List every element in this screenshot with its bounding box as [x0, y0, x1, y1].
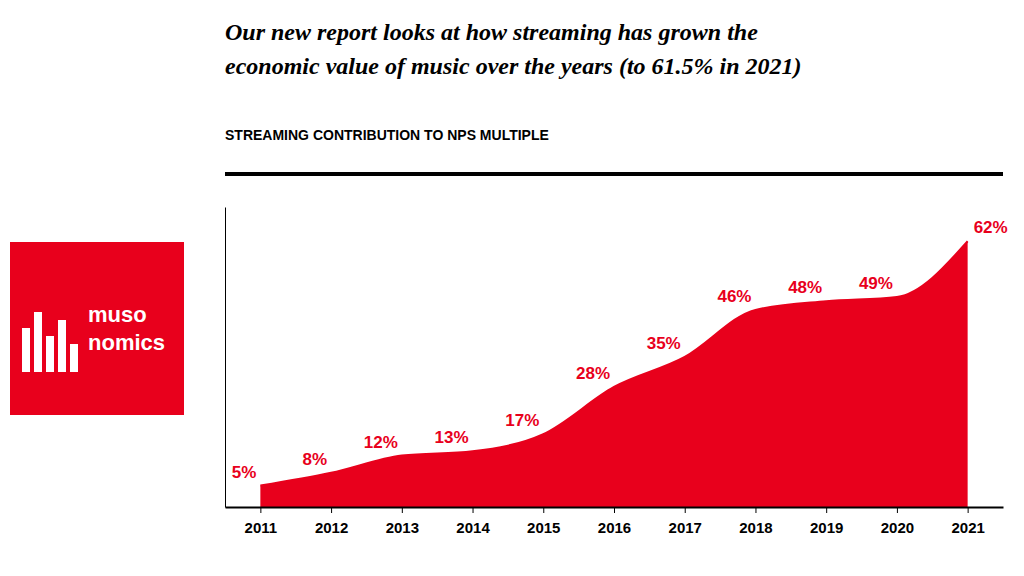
x-tick: 2015 — [527, 507, 560, 536]
x-tick: 2016 — [598, 507, 631, 536]
x-tick-mark — [968, 507, 969, 513]
area — [260, 241, 967, 507]
line — [260, 241, 967, 485]
x-tick-label: 2011 — [245, 519, 278, 536]
x-tick-label: 2017 — [669, 519, 702, 536]
title: Our new report looks at how streaming ha… — [225, 19, 758, 45]
x-tick: 2017 — [669, 507, 702, 536]
x-tick: 2019 — [810, 507, 843, 536]
x-tick-label: 2014 — [456, 519, 490, 536]
subtitle-rule — [225, 172, 1003, 176]
data-label: 35% — [647, 334, 681, 353]
x-tick: 2018 — [739, 507, 772, 536]
x-tick-label: 2021 — [951, 519, 984, 536]
x-tick-label: 2013 — [386, 519, 419, 536]
y-axis — [225, 208, 226, 508]
x-tick-mark — [897, 507, 898, 513]
x-tick-label: 2012 — [315, 519, 348, 536]
plot-area — [260, 241, 967, 507]
data-label: 62% — [974, 218, 1008, 237]
data-label: 49% — [859, 274, 893, 293]
data-label: 48% — [788, 278, 822, 297]
data-label: 5% — [232, 463, 257, 482]
title: economic value of music over the years (… — [225, 53, 802, 79]
data-label: 12% — [364, 433, 398, 452]
x-axis: 2011 2012 2013 2014 2015 2016 2017 2018 2019 2020… — [226, 507, 1004, 536]
logo-bar — [58, 320, 66, 372]
data-label: 8% — [303, 450, 328, 469]
logo-text: nomics — [88, 330, 165, 355]
logo: muso nomics — [10, 242, 184, 415]
x-tick-mark — [685, 507, 686, 513]
x-tick-mark — [331, 507, 332, 513]
x-tick: 2020 — [881, 507, 914, 536]
x-tick: 2011 — [245, 507, 278, 536]
data-labels: 5% 8% 12% 13% 17% 28% 35% 46% 48% 49% 62% — [232, 218, 1008, 481]
x-tick-label: 2015 — [527, 519, 560, 536]
data-label: 28% — [576, 364, 610, 383]
x-tick-mark — [473, 507, 474, 513]
logo-background — [10, 242, 184, 415]
logo-bar — [70, 344, 78, 372]
x-tick: 2013 — [386, 507, 419, 536]
title-group: Our new report looks at how streaming ha… — [225, 19, 802, 79]
logo-bar — [22, 328, 30, 372]
x-tick-mark — [543, 507, 544, 513]
x-tick-label: 2016 — [598, 519, 631, 536]
x-tick: 2014 — [456, 507, 490, 536]
x-tick-label: 2018 — [739, 519, 772, 536]
logo-bar — [46, 336, 54, 372]
y-axis-line — [225, 208, 226, 508]
chart: Our new report looks at how streaming ha… — [0, 0, 1024, 576]
logo-text: muso — [88, 302, 147, 327]
x-tick-mark — [260, 507, 261, 513]
x-tick-label: 2019 — [810, 519, 843, 536]
x-tick: 2012 — [315, 507, 348, 536]
x-tick-mark — [826, 507, 827, 513]
data-label: 13% — [435, 428, 469, 447]
data-label: 17% — [505, 411, 539, 430]
subtitle: STREAMING CONTRIBUTION TO NPS MULTIPLE — [225, 127, 549, 143]
x-tick-label: 2020 — [881, 519, 914, 536]
x-tick: 2021 — [951, 507, 984, 536]
logo-bar — [34, 312, 42, 372]
x-tick-mark — [614, 507, 615, 513]
x-tick-mark — [755, 507, 756, 513]
data-label: 46% — [717, 287, 751, 306]
x-tick-mark — [402, 507, 403, 513]
